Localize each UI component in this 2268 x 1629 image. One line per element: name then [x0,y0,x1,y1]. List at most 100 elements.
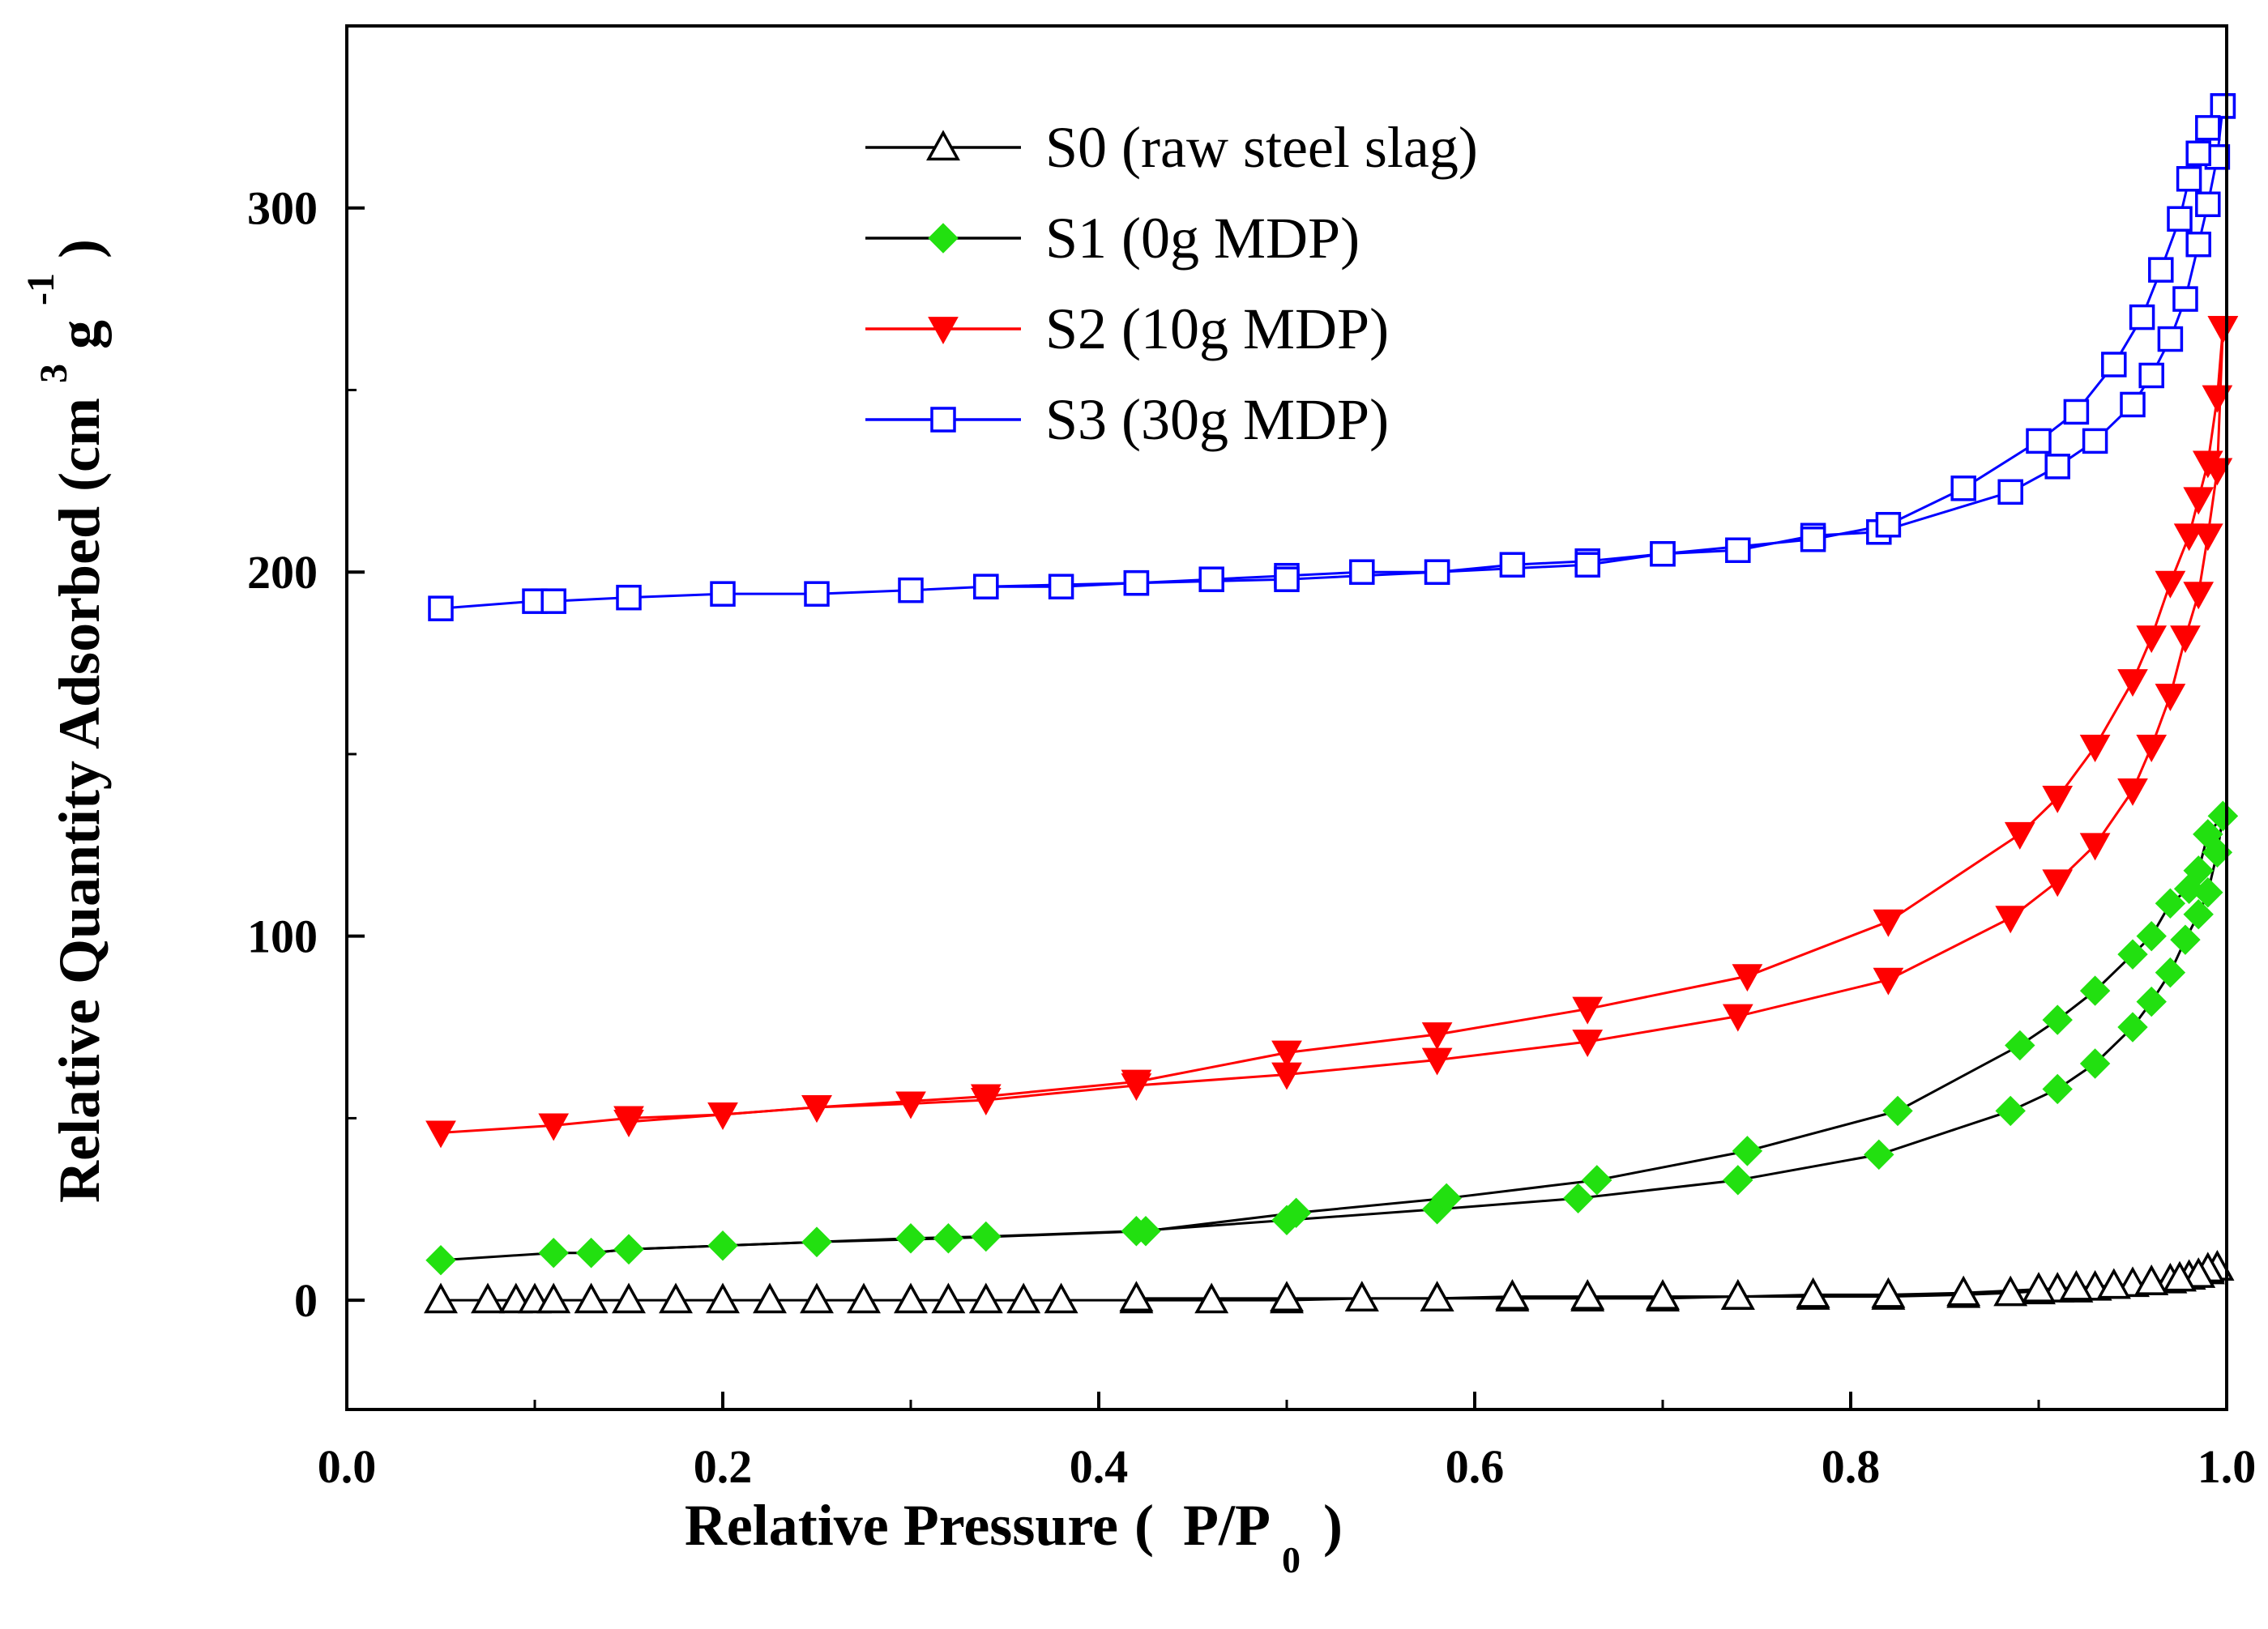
series-0-adsorption-point [659,1282,693,1314]
series-2-desorption-point [2192,450,2223,479]
series-0-desorption-point [1270,1281,1304,1312]
series-2-adsorption-point [425,1120,456,1149]
series-3-adsorption-point [1198,566,1224,592]
series-3-desorption-point [2026,428,2052,454]
series-1-desorption-point [2005,1030,2035,1061]
series-2-adsorption-point [2183,582,2215,610]
series-1-desorption-point [613,1234,644,1264]
series-1-adsorption-point [2170,924,2201,955]
series-3-adsorption-point [540,588,566,614]
series-0-desorption-point [1871,1277,1906,1308]
x-tick-label: 0.4 [1070,1440,1129,1493]
series-2-desorption-point [1421,1022,1453,1051]
series-2-desorption-point [1572,996,1604,1025]
series-1-desorption-point [2042,1004,2073,1035]
series-2-desorption-point [2183,487,2215,515]
series-0-desorption-point [1495,1279,1530,1310]
series-3-adsorption-point [2082,428,2108,454]
series-1-adsorption-point [2183,899,2214,930]
series-0-desorption-point [1720,1279,1755,1310]
series-2-desorption-point [1732,964,1763,992]
series-0-adsorption-point [1993,1275,2028,1307]
series-0-desorption-point [2059,1269,2094,1301]
series-2-desorption-point [2042,785,2074,813]
series-1-adsorption-point [2079,1048,2111,1079]
series-2-desorption-point [2136,625,2168,654]
series-0-desorption-point [1946,1275,1981,1307]
series-3-desorption-point [2148,257,2174,283]
series-1-adsorption-point [707,1230,738,1261]
series-0-adsorption-point [800,1282,834,1314]
series-2-adsorption-point [2042,869,2074,898]
series-3-adsorption-point [2157,326,2184,352]
series-3-adsorption-point [1349,559,1375,585]
series-0-desorption-point [1570,1279,1605,1310]
series-3-desorption-point [1574,552,1600,578]
series-1-adsorption-point [2117,1012,2148,1043]
series-0-adsorption-point [471,1282,505,1314]
series-0-adsorption-point [612,1282,646,1314]
legend-label-2: S2 (10g MDP) [1045,296,1389,361]
y-tick-label: 200 [247,546,318,599]
series-3-desorption-point [2129,304,2155,330]
series-2-adsorption-point [2192,523,2223,552]
series-0-desorption-point [2181,1257,2216,1288]
series-1-desorption-point [2173,873,2205,904]
series-3-desorption-point [2185,140,2211,167]
series-3-adsorption-point [1997,479,2023,505]
series-3-desorption-point [1950,475,1976,501]
series-1-desorption-point [1732,1136,1763,1166]
series-1-desorption-point [2207,800,2239,832]
series-2-desorption-point [2173,523,2205,552]
series-3-desorption-point [2063,399,2090,425]
series-2-adsorption-point [2170,625,2201,654]
series-2-desorption-point [613,1110,644,1137]
legend-marker-3 [930,407,956,433]
series-0-desorption-point [1420,1281,1454,1312]
series-2 [425,316,2239,1149]
axis-ticks: 0.0 0.2 0.4 0.6 0.8 1.0 0 100 200 300 [247,24,2256,1493]
series-3-adsorption-point [710,581,736,607]
series-1-adsorption-point [2042,1073,2073,1105]
series-0-desorption-point [2096,1268,2131,1299]
series-2-adsorption-point [538,1113,570,1141]
series-1-adsorption-point [425,1245,456,1276]
x-axis-unit: ( P/P 0 ) [1134,1493,1343,1585]
series-2-desorption-point [1121,1069,1152,1098]
series-2-desorption-point [2207,316,2239,344]
series-1-desorption-point [1280,1197,1312,1228]
series-2-adsorption-point [2155,684,2186,712]
legend: S0 (raw steel slag) S1 (0g MDP) S2 (10g MD… [865,115,1478,452]
legend-marker-1 [928,223,959,254]
series-2-desorption-point [801,1095,832,1123]
series-3-adsorption-point [2044,454,2070,480]
series-2-adsorption-point [2136,735,2168,762]
series-3-desorption-point [1875,512,1902,538]
series-1-desorption-point [2136,920,2167,952]
series-1-adsorption-point [2155,957,2186,988]
series-3-desorption-point [973,574,999,599]
series-3-desorption-point [1123,569,1150,596]
series-1-adsorption-point [1562,1183,1594,1214]
series-2-desorption-point [970,1084,1002,1112]
series-3-adsorption-point [2172,286,2198,312]
series-1-desorption-point [1431,1183,1462,1214]
series-1-desorption-point [2155,888,2186,919]
series-2-adsorption-point [1995,906,2027,934]
series-0-adsorption-point [574,1282,609,1314]
series-3-adsorption-point [1048,574,1074,599]
series-0-adsorption-point [1044,1282,1078,1314]
series-1-desorption-point [575,1238,607,1269]
series-3-desorption-point [1274,566,1300,592]
x-tick-label: 0.6 [1446,1440,1505,1493]
series-1-desorption-line [591,815,2224,1255]
series-3-adsorption-point [2120,391,2146,418]
legend-label-3: S3 (30g MDP) [1045,387,1389,452]
series-2-desorption-point [2202,385,2233,413]
series-3-desorption-point [2210,93,2236,119]
series-0-adsorption-point [1006,1282,1041,1314]
series-2-desorption-point [2004,821,2035,850]
y-axis-title: Relative Quantity Adsorbed (cm 3 g -1 ) [2,239,112,1203]
series-1-desorption-point [2117,939,2148,970]
series-2-adsorption-point [1722,1004,1753,1032]
